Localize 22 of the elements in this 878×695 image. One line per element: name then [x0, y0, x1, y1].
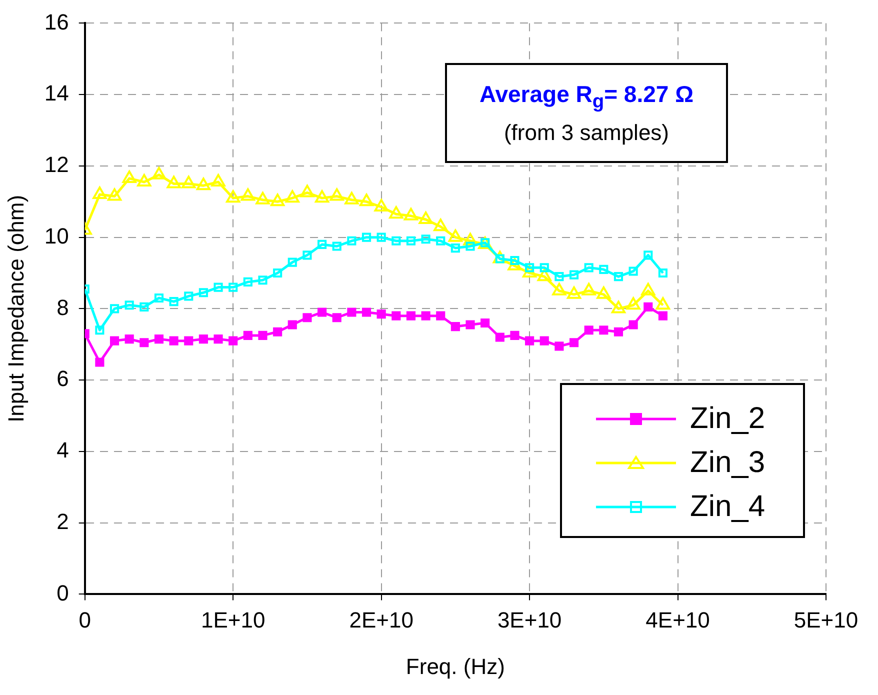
legend-label: Zin_2: [690, 402, 766, 436]
annotation: (from 3 samples): [502, 118, 670, 147]
x-axis-title: Freq. (Hz): [406, 654, 505, 679]
y-tick-label: 10: [44, 223, 69, 248]
y-tick-label: 6: [56, 366, 69, 392]
x-tick-label: 2E+10: [349, 607, 414, 632]
y-tick-label: 2: [56, 508, 69, 534]
y-tick-label: 16: [44, 9, 69, 34]
x-tick-label: 1E+10: [200, 607, 266, 632]
legend-label: Zin_4: [690, 490, 766, 524]
y-tick-label: 14: [44, 80, 69, 106]
y-tick-label: 12: [44, 152, 69, 178]
y-tick-label: 0: [56, 580, 69, 606]
y-axis-title: Input Impedance (ohm): [3, 194, 28, 422]
x-tick-label: 4E+10: [646, 607, 710, 632]
legend-label: Zin_3: [690, 446, 766, 480]
x-tick-label: 5E+10: [794, 607, 858, 632]
x-tick-label: 3E+10: [497, 607, 562, 632]
annotation: Average R$_{g}$= 8.27 Ω: [478, 80, 695, 115]
x-tick-label: 0: [78, 607, 91, 632]
y-tick-label: 4: [56, 438, 69, 463]
y-tick-label: 8: [56, 294, 69, 320]
